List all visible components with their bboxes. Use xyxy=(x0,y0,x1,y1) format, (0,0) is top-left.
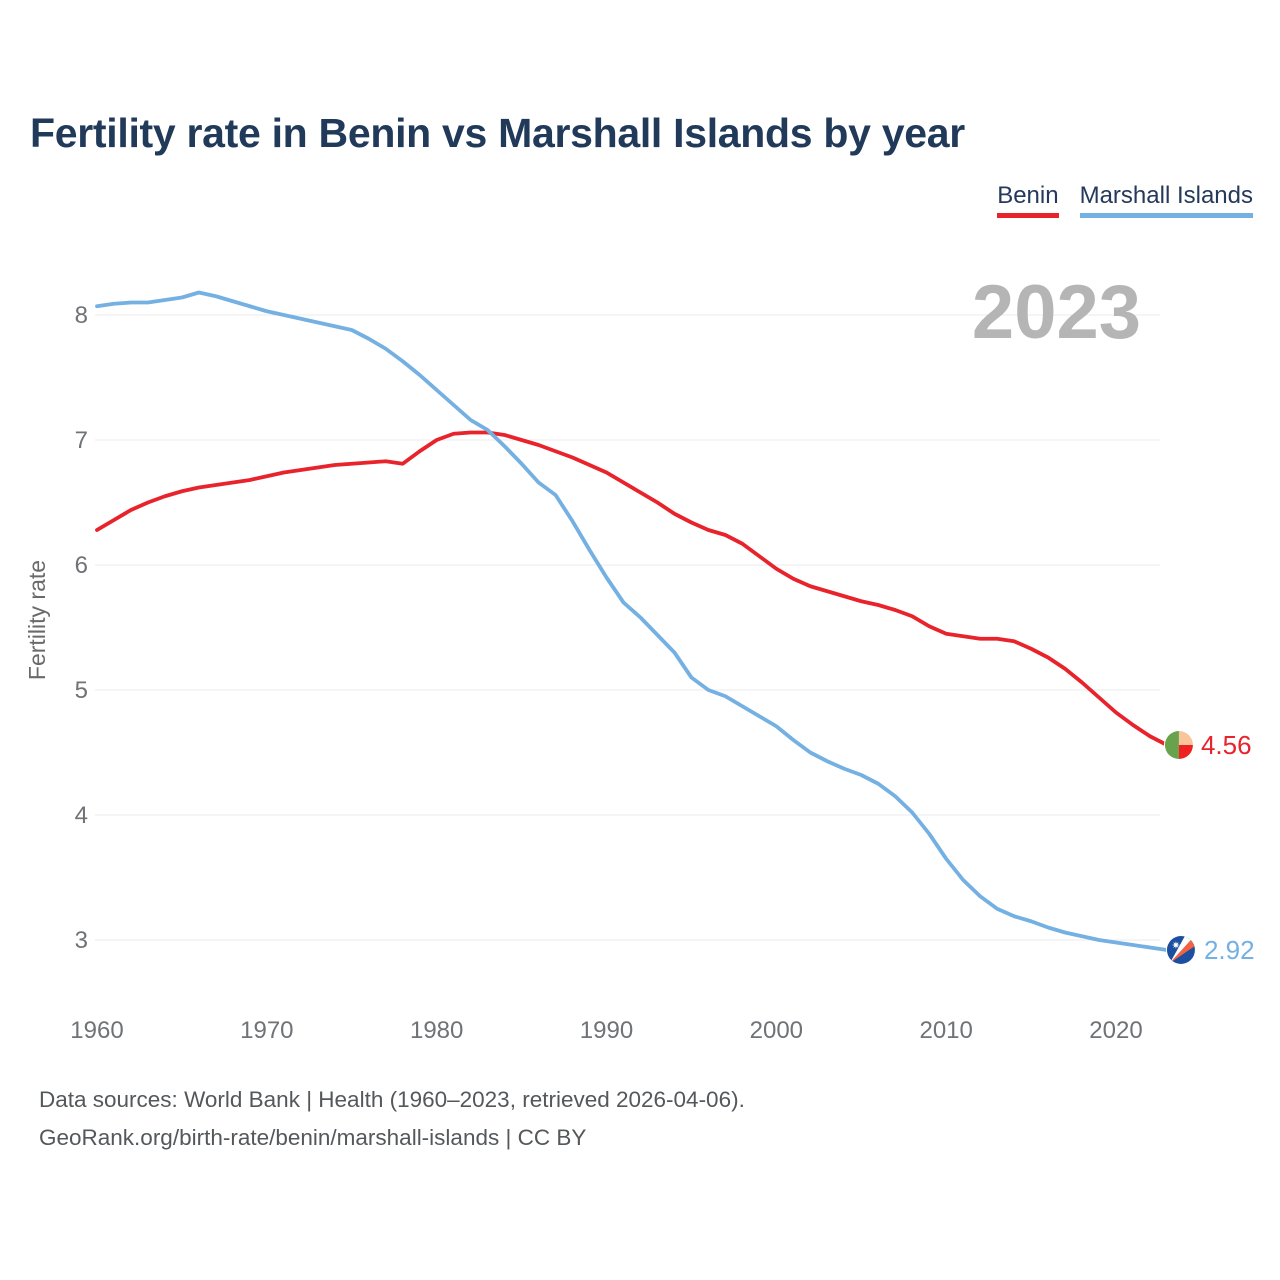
x-tick-label: 2010 xyxy=(919,1017,972,1044)
y-tick-label: 4 xyxy=(75,802,88,829)
series-lines xyxy=(95,290,1169,952)
x-tick-label: 1960 xyxy=(70,1017,123,1044)
legend-item-marshall-islands[interactable]: Marshall Islands xyxy=(1079,182,1253,218)
y-tick-label: 7 xyxy=(75,427,88,454)
x-tick-label: 1980 xyxy=(410,1017,463,1044)
marshall-islands-line[interactable] xyxy=(95,290,1169,952)
chart-title: Fertility rate in Benin vs Marshall Isla… xyxy=(30,110,965,156)
attribution-line: GeoRank.org/birth-rate/benin/marshall-is… xyxy=(39,1125,587,1150)
y-tick-label: 6 xyxy=(75,552,88,579)
marshall-islands-flag-icon xyxy=(1165,935,1196,965)
x-tick-label: 2020 xyxy=(1089,1017,1142,1044)
star-icon xyxy=(1171,941,1180,949)
legend-label-marshall-islands: Marshall Islands xyxy=(1079,182,1253,209)
y-tick-label: 3 xyxy=(75,927,88,954)
x-tick-label: 2000 xyxy=(750,1017,803,1044)
benin-flag-icon xyxy=(1163,730,1194,760)
legend-label-benin: Benin xyxy=(997,182,1059,209)
benin-end-value-label: 4.56 xyxy=(1201,730,1252,760)
axis-tick-labels: 3 4 5 6 7 8 1960 1970 1980 1990 2000 2010 2020 xyxy=(70,302,1142,1044)
y-tick-label: 5 xyxy=(75,677,88,704)
chart-footer: Data sources: World Bank | Health (1960–… xyxy=(39,1081,745,1157)
data-source-line: Data sources: World Bank | Health (1960–… xyxy=(39,1087,745,1112)
y-tick-label: 8 xyxy=(75,302,88,329)
y-axis-title: Fertility rate xyxy=(24,560,50,680)
x-tick-label: 1970 xyxy=(240,1017,293,1044)
x-tick-label: 1990 xyxy=(580,1017,633,1044)
legend: Benin Marshall Islands xyxy=(997,184,1253,218)
legend-item-benin[interactable]: Benin xyxy=(997,182,1059,218)
benin-line[interactable] xyxy=(95,430,1169,747)
watermark-year: 2023 xyxy=(972,270,1141,355)
marshall-islands-end-value-label: 2.92 xyxy=(1204,935,1255,965)
gridlines xyxy=(95,314,1160,941)
